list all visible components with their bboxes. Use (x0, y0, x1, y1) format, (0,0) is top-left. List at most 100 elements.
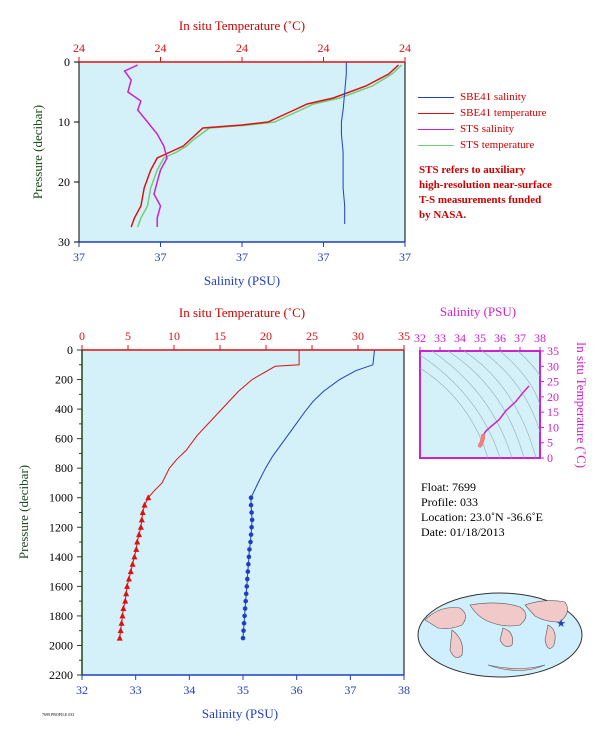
temperature-marker (124, 582, 131, 589)
ts-right-tick-label: 0 (547, 451, 553, 465)
bottom-tick-label: 35 (237, 683, 249, 697)
left-tick-label: 1600 (49, 579, 73, 593)
ts-right-tick-label: 25 (547, 375, 559, 389)
bottom-tick-label: 37 (318, 250, 330, 264)
ts-point (477, 443, 483, 448)
top-chart: 24 24 24 24 24 37 37 37 37 37 0 10 20 30 In situ Temp… (30, 18, 411, 288)
temperature-marker (133, 545, 140, 552)
series-line-sbe41-salinity (340, 62, 347, 224)
top-tick-label: 24 (399, 41, 411, 55)
top-tick-label: 25 (306, 329, 318, 343)
temperature-marker (136, 531, 143, 538)
left-tick-label: 2200 (49, 668, 73, 682)
note-line: STS refers to auxiliary (419, 164, 526, 176)
float-id: Float: 7699 (421, 480, 477, 494)
ts-top-tick-label: 35 (474, 331, 486, 345)
left-tick-label: 400 (55, 402, 73, 416)
ts-density-contours (419, 350, 541, 459)
ts-series (477, 385, 530, 448)
ts-plot-area (419, 350, 541, 459)
temperature-marker (119, 612, 126, 619)
salinity-marker (249, 524, 254, 530)
ts-right-tick-label: 5 (547, 436, 553, 450)
temperature-marker (120, 605, 127, 612)
salinity-marker (246, 554, 252, 560)
bottom-plot-area (81, 349, 405, 676)
top-chart-ticks: 24 24 24 24 24 37 37 37 37 37 0 10 20 30 (58, 41, 411, 264)
top-tick-label: 20 (260, 329, 272, 343)
bottom-tick-label: 37 (236, 250, 248, 264)
bottom-tick-label: 38 (398, 683, 410, 697)
left-tick-label: 20 (58, 175, 70, 189)
top-chart-left-axis-title: Pressure (decibar) (30, 105, 45, 199)
temperature-marker (122, 597, 129, 604)
top-tick-label: 24 (318, 41, 330, 55)
note-line: high-resolution near-surface (419, 179, 552, 191)
left-tick-label: 1200 (49, 520, 73, 534)
legend-label: SBE41 salinity (460, 91, 527, 103)
salinity-marker (249, 510, 254, 515)
temperature-marker (118, 619, 125, 626)
profile-number: Profile: 033 (421, 495, 478, 509)
left-tick-label: 30 (58, 235, 70, 249)
legend-swatch-sbe41-salinity (418, 97, 454, 98)
temperature-marker (127, 568, 134, 575)
bottom-tick-label: 37 (399, 250, 411, 264)
temperature-marker (129, 560, 136, 567)
left-tick-label: 1000 (49, 491, 73, 505)
bottom-tick-label: 33 (130, 683, 142, 697)
temperature-marker (139, 509, 146, 515)
ts-top-tick-label: 38 (534, 331, 546, 345)
salinity-marker (240, 635, 246, 641)
temperature-marker (141, 501, 148, 508)
salinity-marker (243, 598, 248, 604)
ts-top-tick-label: 34 (454, 331, 466, 345)
float-location-star-icon: ★ (556, 618, 566, 630)
credit-text: 7699 PROFILE 033 (42, 712, 75, 717)
temperature-marker (116, 634, 123, 641)
salinity-marker (244, 576, 250, 582)
salinity-marker (246, 561, 251, 567)
top-tick-label: 24 (155, 41, 167, 55)
top-tick-label: 5 (125, 329, 131, 343)
bottom-tick-label: 37 (73, 250, 85, 264)
left-tick-label: 0 (67, 343, 73, 357)
top-chart-top-axis-title: In situ Temperature (˚C) (179, 18, 305, 33)
temperature-marker (117, 627, 124, 634)
left-tick-label: 800 (55, 461, 73, 475)
bottom-tick-label: 34 (183, 683, 195, 697)
salinity-marker (242, 606, 248, 611)
left-tick-label: 2000 (49, 638, 73, 652)
bottom-tick-label: 37 (155, 250, 167, 264)
salinity-marker (242, 613, 247, 619)
ts-right-tick-label: 15 (547, 405, 559, 419)
bottom-chart: 0 5 10 15 20 25 30 35 32 33 34 35 36 37 38 0 200 400 600 80… (16, 305, 410, 721)
bottom-chart-bottom-axis-title: Salinity (PSU) (202, 706, 278, 721)
salinity-marker (243, 591, 249, 597)
bottom-series-lines (116, 349, 375, 641)
salinity-marker (244, 584, 250, 589)
salinity-marker (249, 517, 255, 523)
legend-label: STS temperature (460, 139, 535, 151)
top-tick-label: 10 (168, 329, 180, 343)
top-chart-bottom-axis-title: Salinity (PSU) (204, 273, 280, 288)
date: Date: 01/18/2013 (421, 525, 505, 539)
temperature-marker (134, 538, 141, 545)
salinity-marker (248, 532, 254, 537)
ts-chart-right-axis-title: In situ Temperature (˚C) (574, 342, 589, 468)
left-tick-label: 600 (55, 432, 73, 446)
temperature-marker (131, 553, 138, 560)
bottom-tick-label: 37 (344, 683, 356, 697)
legend-swatch-sbe41-temperature (418, 113, 454, 114)
top-series-lines (123, 62, 403, 228)
salinity-marker (247, 547, 252, 552)
legend-swatch-sts-temperature (418, 145, 454, 146)
left-tick-label: 1400 (49, 550, 73, 564)
legend-swatch-sts-salinity (418, 129, 454, 130)
left-tick-label: 200 (55, 373, 73, 387)
ts-top-tick-label: 32 (414, 331, 426, 345)
temperature-marker (145, 494, 152, 501)
